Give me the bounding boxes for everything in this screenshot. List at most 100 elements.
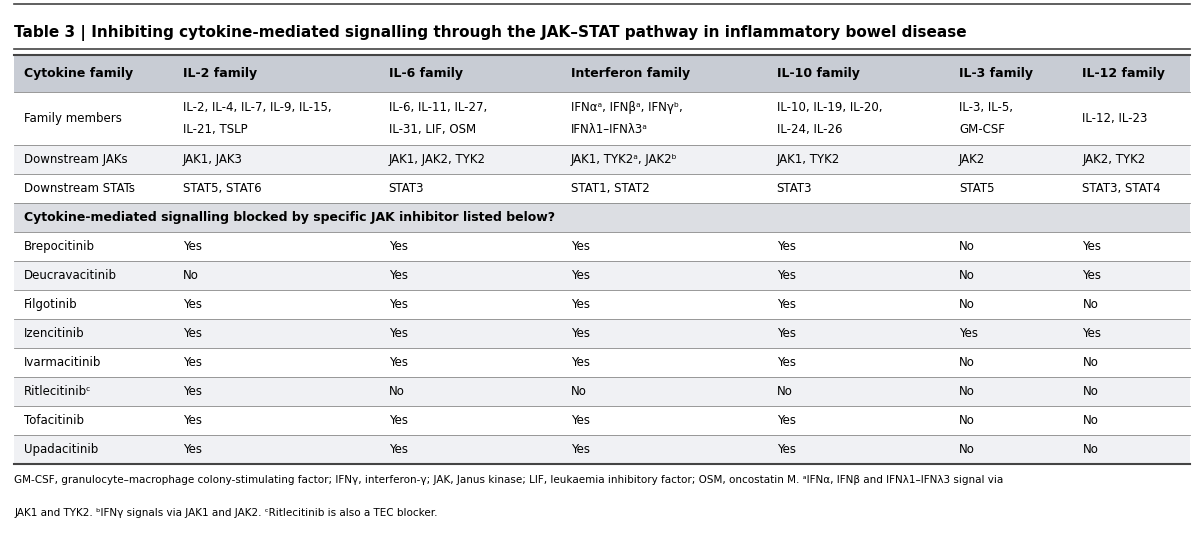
Bar — [562, 232, 767, 261]
Text: No: No — [571, 385, 587, 398]
Text: JAK1, JAK3: JAK1, JAK3 — [182, 153, 242, 166]
Bar — [173, 319, 379, 348]
Bar — [562, 145, 767, 173]
Bar — [173, 232, 379, 261]
Bar — [767, 232, 949, 261]
Bar — [562, 55, 767, 92]
Text: STAT5, STAT6: STAT5, STAT6 — [182, 182, 262, 195]
Bar — [1073, 145, 1190, 173]
Bar — [14, 377, 173, 406]
Text: Yes: Yes — [389, 269, 408, 282]
Bar — [562, 290, 767, 319]
Text: Yes: Yes — [182, 327, 202, 340]
Text: No: No — [959, 356, 974, 369]
Text: Yes: Yes — [182, 385, 202, 398]
Text: Brepocitinib: Brepocitinib — [24, 240, 95, 253]
Bar — [949, 348, 1073, 377]
Text: Yes: Yes — [1082, 240, 1102, 253]
Text: No: No — [389, 385, 404, 398]
Bar — [14, 348, 173, 377]
Text: No: No — [959, 298, 974, 311]
Text: Cytokine-mediated signalling blocked by specific JAK inhibitor listed below?: Cytokine-mediated signalling blocked by … — [24, 211, 556, 224]
Bar — [1073, 406, 1190, 435]
Bar — [173, 261, 379, 290]
Text: Yes: Yes — [776, 240, 796, 253]
Bar — [767, 261, 949, 290]
Text: GM-CSF: GM-CSF — [959, 123, 1004, 136]
Bar — [767, 435, 949, 464]
Bar — [562, 92, 767, 145]
Text: Yes: Yes — [182, 356, 202, 369]
Bar — [767, 92, 949, 145]
Bar — [379, 173, 562, 203]
Bar — [14, 406, 173, 435]
Text: Yes: Yes — [389, 240, 408, 253]
Text: Filgotinib: Filgotinib — [24, 298, 78, 311]
Bar — [949, 261, 1073, 290]
Text: No: No — [1082, 443, 1098, 456]
Bar — [14, 145, 173, 173]
Text: STAT3, STAT4: STAT3, STAT4 — [1082, 182, 1162, 195]
Bar — [379, 232, 562, 261]
Text: Table 3 | Inhibiting cytokine-mediated signalling through the JAK–STAT pathway i: Table 3 | Inhibiting cytokine-mediated s… — [14, 25, 967, 41]
Bar — [562, 319, 767, 348]
Bar — [379, 261, 562, 290]
Text: Family members: Family members — [24, 112, 122, 125]
Text: IL-10 family: IL-10 family — [776, 67, 859, 80]
Text: No: No — [959, 443, 974, 456]
Text: No: No — [959, 240, 974, 253]
Text: No: No — [776, 385, 792, 398]
Bar — [562, 261, 767, 290]
Bar — [949, 435, 1073, 464]
Text: JAK1, TYK2ᵃ, JAK2ᵇ: JAK1, TYK2ᵃ, JAK2ᵇ — [571, 153, 678, 166]
Text: IL-24, IL-26: IL-24, IL-26 — [776, 123, 842, 136]
Bar — [949, 92, 1073, 145]
Text: Yes: Yes — [1082, 269, 1102, 282]
Bar — [173, 92, 379, 145]
Text: Yes: Yes — [776, 443, 796, 456]
Bar — [379, 145, 562, 173]
Bar — [1073, 319, 1190, 348]
Text: JAK2, TYK2: JAK2, TYK2 — [1082, 153, 1146, 166]
Text: IFNλ1–IFNλ3ᵃ: IFNλ1–IFNλ3ᵃ — [571, 123, 648, 136]
Text: Deucravacitinib: Deucravacitinib — [24, 269, 118, 282]
Bar — [767, 173, 949, 203]
Text: Yes: Yes — [776, 269, 796, 282]
Text: IL-12 family: IL-12 family — [1082, 67, 1165, 80]
Bar — [767, 406, 949, 435]
Bar — [379, 55, 562, 92]
Bar — [14, 319, 173, 348]
Text: IL-12, IL-23: IL-12, IL-23 — [1082, 112, 1147, 125]
Bar — [379, 319, 562, 348]
Text: Interferon family: Interferon family — [571, 67, 690, 80]
Text: IL-3, IL-5,: IL-3, IL-5, — [959, 100, 1013, 114]
Bar — [379, 435, 562, 464]
Text: No: No — [1082, 356, 1098, 369]
Text: JAK1, JAK2, TYK2: JAK1, JAK2, TYK2 — [389, 153, 486, 166]
Bar — [562, 173, 767, 203]
Text: IL-21, TSLP: IL-21, TSLP — [182, 123, 247, 136]
Text: Yes: Yes — [571, 443, 590, 456]
Bar — [14, 232, 173, 261]
Text: IL-2 family: IL-2 family — [182, 67, 257, 80]
Bar — [1073, 290, 1190, 319]
Bar — [949, 319, 1073, 348]
Text: IL-31, LIF, OSM: IL-31, LIF, OSM — [389, 123, 475, 136]
Text: Yes: Yes — [776, 356, 796, 369]
Text: Yes: Yes — [571, 269, 590, 282]
Bar — [1073, 92, 1190, 145]
Text: Downstream JAKs: Downstream JAKs — [24, 153, 127, 166]
Text: Yes: Yes — [389, 327, 408, 340]
Text: Yes: Yes — [389, 298, 408, 311]
Bar — [379, 406, 562, 435]
Bar — [1073, 173, 1190, 203]
Bar — [767, 319, 949, 348]
Text: No: No — [959, 269, 974, 282]
Bar — [173, 290, 379, 319]
Text: IL-6 family: IL-6 family — [389, 67, 462, 80]
Text: JAK1 and TYK2. ᵇIFNγ signals via JAK1 and JAK2. ᶜRitlecitinib is also a TEC bloc: JAK1 and TYK2. ᵇIFNγ signals via JAK1 an… — [14, 508, 438, 518]
Text: Yes: Yes — [182, 414, 202, 427]
Text: No: No — [959, 414, 974, 427]
Bar — [14, 173, 173, 203]
Bar — [14, 92, 173, 145]
